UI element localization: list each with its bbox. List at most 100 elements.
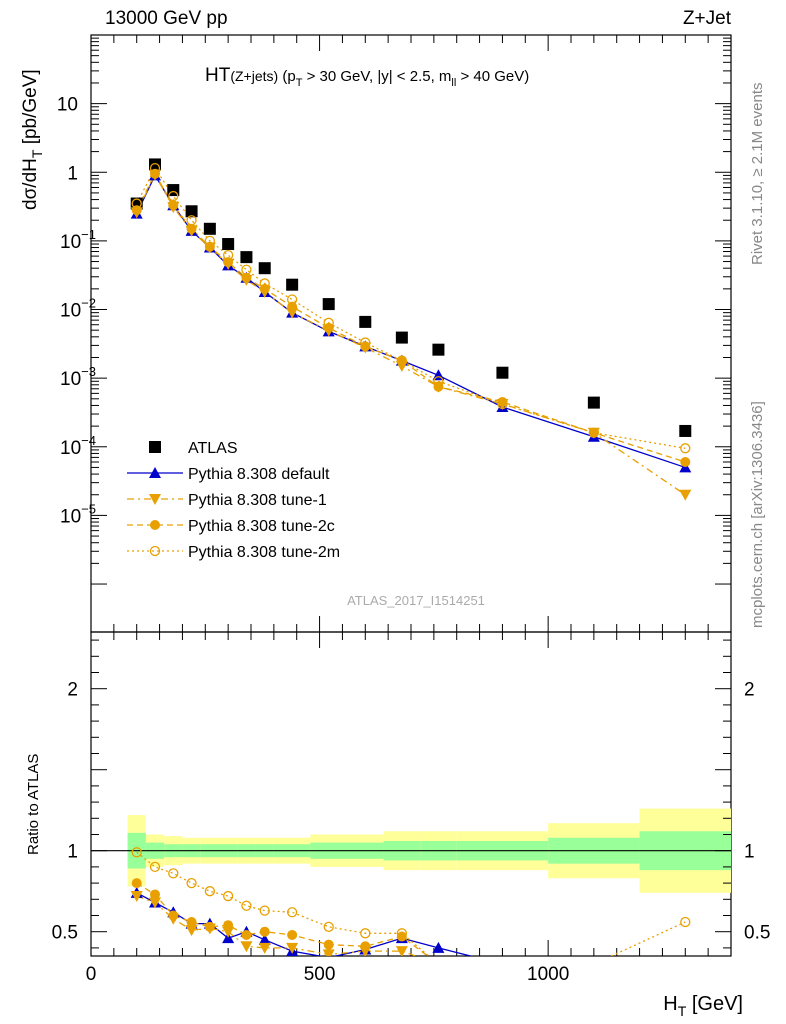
- main-point-data: [679, 424, 692, 437]
- ratio-point-tune1: [395, 946, 408, 956]
- legend-label-tune1: Pythia 8.308 tune-1: [188, 492, 327, 509]
- main-line-tune2m: [136, 166, 686, 449]
- main-point-tune2m: [149, 162, 161, 174]
- main-point-data: [286, 278, 299, 291]
- main-panel-frame: [90, 34, 732, 633]
- ratio-point-tune1: [185, 925, 198, 937]
- ratio-point-default: [679, 958, 691, 969]
- title-cuts-b: > 30 GeV, |y| < 2.5, m: [302, 68, 451, 85]
- ratio-point-tune2m: [434, 960, 443, 969]
- main-y-tick-label: 10: [57, 95, 78, 116]
- x-axis-label: HT [GeV]: [663, 993, 743, 1019]
- main-point-tune2c: [396, 355, 407, 366]
- ratio-point-tune2m: [360, 928, 371, 939]
- ratio-point-tune1: [432, 959, 444, 970]
- main-line-tune2c: [136, 172, 686, 463]
- ratio-point-tune2m: [131, 847, 142, 858]
- ratio-point-tune2m: [259, 905, 270, 916]
- main-point-data: [322, 298, 335, 311]
- ratio-point-default: [432, 941, 445, 953]
- legend-marker-tune2m: [149, 545, 161, 557]
- main-point-tune2c: [680, 456, 691, 467]
- main-point-tune2m: [259, 278, 270, 289]
- ratio-x-tick-label: 0: [86, 964, 97, 985]
- main-line-tune1: [136, 173, 686, 496]
- title-cuts-c: > 40 GeV): [456, 68, 529, 85]
- legend-marker-default: [149, 467, 161, 478]
- main-point-tune2c: [259, 283, 270, 294]
- main-y-tick-exponent: −4: [81, 433, 96, 448]
- ratio-series-clipped: [130, 847, 691, 970]
- ratio-point-tune2c: [150, 889, 160, 900]
- ratio-point-tune2m: [680, 916, 691, 928]
- ratio-point-tune2c: [204, 921, 215, 932]
- main-point-tune2m: [168, 190, 179, 202]
- main-y-tick-label: 1: [67, 163, 78, 184]
- ratio-point-tune2c: [680, 959, 690, 969]
- legend-label-default: Pythia 8.308 default: [188, 466, 330, 483]
- main-point-tune1: [679, 489, 692, 501]
- main-point-data: [432, 343, 445, 356]
- ratio-point-tune2c: [259, 926, 270, 937]
- main-point-tune2m: [286, 294, 298, 305]
- analysis-id-label: ATLAS_2017_I1514251: [347, 593, 485, 608]
- main-point-data: [222, 238, 235, 251]
- mcplots-reference-label: mcplots.cern.ch [arXiv:1306.3436]: [749, 401, 766, 628]
- ratio-point-tune2m: [286, 907, 298, 918]
- legend-label-tune2m: Pythia 8.308 tune-2m: [188, 544, 340, 561]
- title-main: HT: [205, 65, 231, 86]
- ratio-line-tune1: [136, 895, 418, 956]
- ratio-point-tune1: [130, 891, 143, 903]
- main-y-tick-label: 10−1: [60, 227, 96, 253]
- ratio-point-default: [496, 958, 508, 969]
- legend-label-data: ATLAS: [188, 440, 238, 457]
- energy-label: 13000 GeV pp: [105, 8, 228, 29]
- ratio-point-default: [258, 933, 271, 945]
- main-point-tune2m: [204, 235, 216, 247]
- main-point-data: [359, 315, 372, 328]
- main-y-tick-exponent: −2: [81, 296, 96, 311]
- ratio-x-tick-label: 1000: [527, 964, 569, 985]
- main-point-tune2c: [168, 200, 179, 211]
- ratio-series-group: [130, 847, 691, 970]
- ratio-y-tick-label-right: 0.5: [744, 923, 770, 944]
- main-point-data: [203, 222, 216, 235]
- main-y-axis-label: dσ/dHT [pb/GeV]: [20, 69, 45, 210]
- main-point-tune2c: [150, 168, 160, 179]
- rivet-version-label: Rivet 3.1.10, ≥ 2.1M events: [749, 83, 766, 266]
- main-point-tune2m: [222, 249, 234, 261]
- ratio-point-tune2c: [323, 939, 334, 950]
- main-point-data: [395, 331, 408, 344]
- ratio-point-tune1: [240, 941, 253, 953]
- main-point-tune2m: [588, 427, 600, 438]
- ratio-point-tune2c: [497, 959, 507, 969]
- ratio-point-tune1: [588, 959, 600, 970]
- ratio-line-default: [136, 892, 474, 956]
- ratio-point-tune2m: [168, 868, 179, 879]
- ratio-point-tune2c: [589, 959, 599, 969]
- legend-label-tune2c: Pythia 8.308 tune-2c: [188, 518, 335, 535]
- ratio-point-tune2m: [498, 960, 507, 969]
- main-point-tune2c: [433, 381, 444, 392]
- process-label: Z+Jet: [683, 8, 732, 29]
- ratio-point-tune2c: [241, 929, 252, 940]
- ratio-y-axis-label: Ratio to ATLAS: [25, 754, 42, 855]
- ratio-point-tune1: [222, 926, 235, 938]
- ratio-line-tune2m: [136, 851, 686, 956]
- main-point-data: [587, 396, 600, 409]
- ratio-point-tune1: [322, 949, 335, 956]
- title-m-sub: ll: [451, 77, 456, 89]
- main-point-data: [258, 262, 271, 275]
- ratio-point-tune1: [258, 942, 271, 954]
- ratio-point-tune2m: [222, 890, 234, 902]
- title-sub: (Z+jets): [230, 68, 278, 84]
- ratio-point-tune2m: [396, 928, 408, 939]
- ratio-x-tick-label: 500: [304, 964, 336, 985]
- main-point-tune2m: [396, 355, 408, 366]
- plot-title: HT(Z+jets) (pT > 30 GeV, |y| < 2.5, mll …: [205, 65, 529, 89]
- main-point-tune2c: [588, 427, 599, 438]
- main-point-data: [496, 366, 509, 379]
- ratio-point-tune2c: [223, 920, 234, 931]
- ratio-point-tune1: [286, 942, 299, 954]
